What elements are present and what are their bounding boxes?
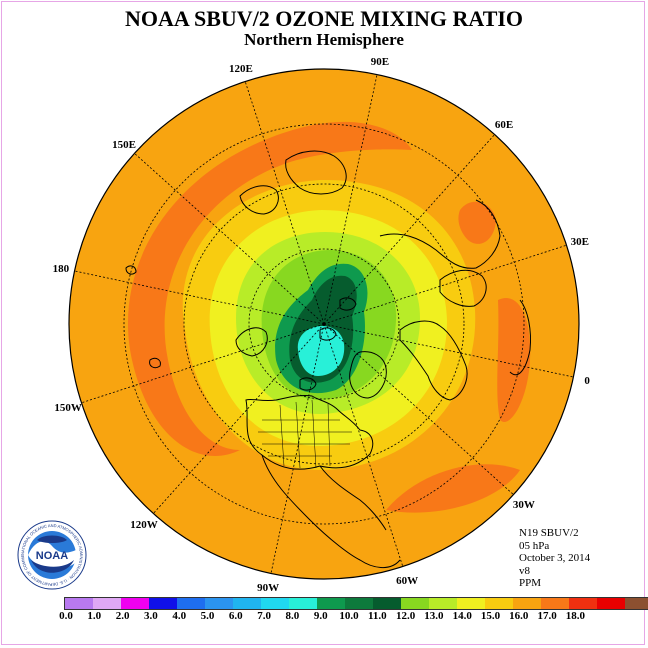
graticule [74,74,574,574]
colorbar-swatch [345,598,373,609]
colorbar-swatch [485,598,513,609]
longitude-label: 180 [53,263,70,275]
ozone-band-high-east [497,298,531,422]
colorbar-swatch [289,598,317,609]
state-borders [258,399,352,469]
info-satellite: N19 SBUV/2 [519,527,579,539]
longitude-label: 90W [257,582,279,594]
meridian-line [323,323,404,567]
map-outline [68,68,580,580]
meridian-line [323,323,574,378]
colorbar-tick-label: 3.0 [144,610,158,622]
colorbar-tick-label: 0.0 [59,610,73,622]
colorbar-tick-label: 7.0 [257,610,271,622]
info-date: October 3, 2014 [519,552,591,564]
longitude-label: 60E [495,119,513,131]
colorbar-swatch [625,598,648,609]
colorbar-tick-label: 11.0 [367,610,387,622]
colorbar-swatch [261,598,289,609]
meridian-line [244,81,325,325]
colorbar-tick-label: 10.0 [339,610,359,622]
colorbar-tick-label: 15.0 [480,610,501,622]
ozone-band-high-northeast [458,201,496,244]
meridian-line [323,244,567,325]
colorbar-tick-label: 2.0 [115,610,130,622]
colorbar-swatch [317,598,345,609]
longitude-label: 150E [112,139,136,151]
longitude-labels: 90E 60E 30E 0 30W 60W 90W 120W 150W 180 150E 120E [53,56,591,594]
meridian-line [153,323,325,514]
colorbar-swatch [513,598,541,609]
colorbar-swatch [541,598,569,609]
info-panel: N19 SBUV/2 05 hPa October 3, 2014 v8 PPM [519,527,590,590]
colorbar-swatch [149,598,177,609]
info-pressure: 05 hPa [519,539,550,552]
longitude-label: 30W [513,499,535,511]
colorbar-swatch [65,598,93,609]
info-version: v8 [519,564,530,577]
colorbar-swatch [121,598,149,609]
colorbar-ticks: 0.0 1.0 2.0 3.0 4.0 5.0 6.0 7.0 8.0 9.0 10.0 11.0 12… [0,610,648,624]
colorbar-swatch [401,598,429,609]
meridian-line [270,323,325,574]
longitude-label: 90E [371,56,389,68]
colorbar-tick-label: 9.0 [313,610,328,622]
colorbar-swatch [177,598,205,609]
map-subtitle: Northern Hemisphere [244,30,404,49]
colorbar-swatch [429,598,457,609]
colorbar-swatch [457,598,485,609]
colorbar-swatch [597,598,625,609]
colorbar-tick-label: 12.0 [395,610,416,622]
colorbar-tick-label: 1.0 [87,610,102,622]
meridian-line [323,74,378,325]
meridian-line [323,323,514,495]
colorbar-tick-label: 18.0 [565,610,586,622]
colorbar-tick-label: 14.0 [452,610,472,622]
colorbar-tick-label: 6.0 [228,610,243,622]
colorbar-tick-label: 16.0 [509,610,529,622]
colorbar-swatch [233,598,261,609]
map-title: NOAA SBUV/2 OZONE MIXING RATIO [124,6,524,31]
coastlines [125,150,531,568]
longitude-label: 120E [229,63,253,75]
longitude-label: 60W [396,575,418,587]
colorbar-tick-label: 4.0 [172,610,187,622]
meridian-line [81,323,325,404]
colorbar-swatch [569,598,597,609]
ozone-band-high-south [386,464,520,513]
colorbar-tick-label: 17.0 [537,610,557,622]
meridian-line [74,270,325,325]
colorbar-tick-label: 5.0 [200,610,215,622]
longitude-label: 120W [130,519,158,531]
longitude-label: 150W [54,402,82,414]
info-units: PPM [519,577,542,589]
colorbar-tick-label: 13.0 [424,610,444,622]
colorbar-swatch [373,598,401,609]
colorbar-tick-label: 8.0 [285,610,300,622]
longitude-label: 0 [584,375,590,387]
colorbar-swatch [205,598,233,609]
colorbar-swatch [93,598,121,609]
meridian-line [134,153,325,325]
noaa-logo: NOAA NATIONAL OCEANIC AND ATMOSPHERIC AD… [17,520,87,590]
noaa-logo-text: NOAA [36,550,68,562]
colorbar [64,597,648,610]
ozone-band-high [127,121,413,457]
longitude-label: 30E [571,236,589,248]
meridian-line [323,134,495,325]
